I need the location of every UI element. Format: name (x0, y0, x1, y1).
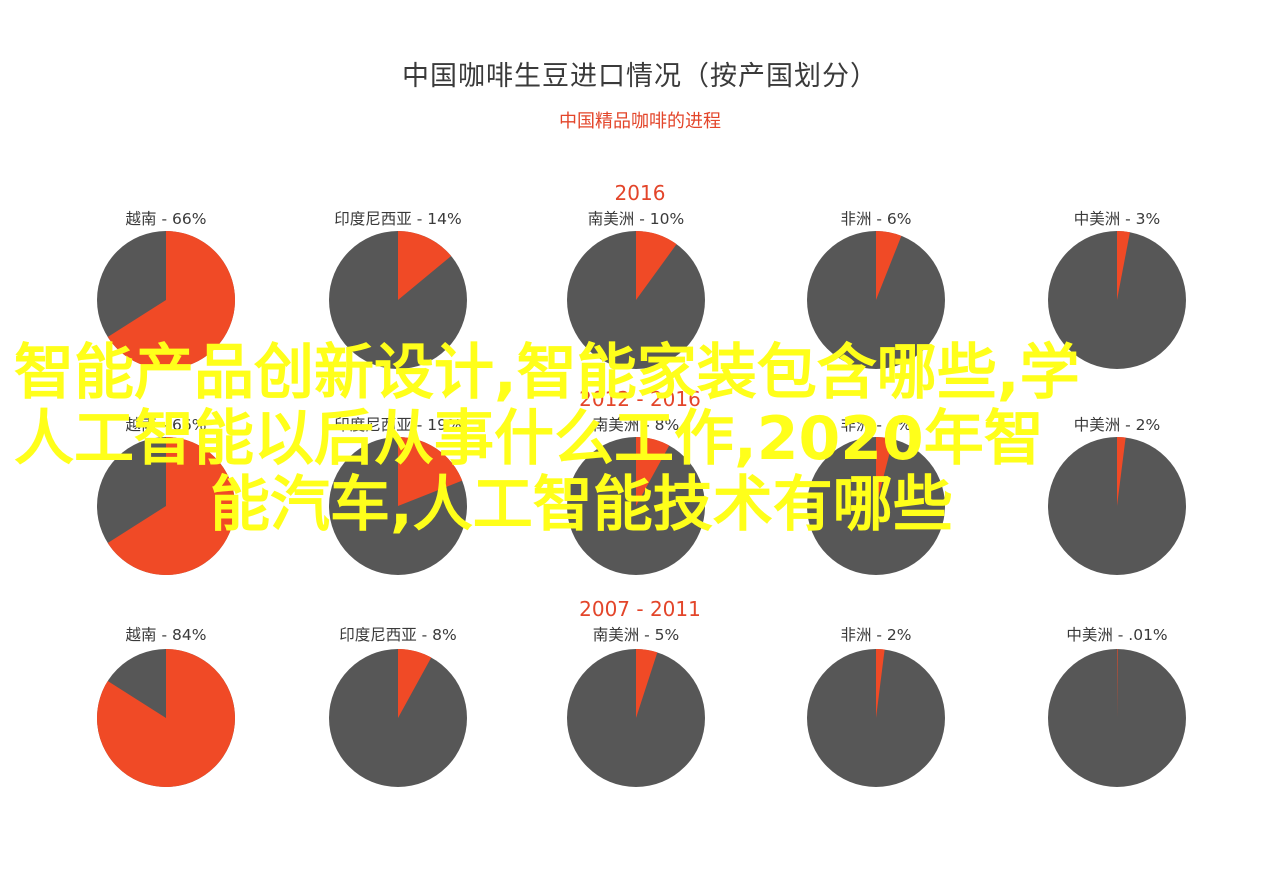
pie-slice (636, 649, 658, 718)
pie-slice (96, 649, 236, 788)
pie-label: 印度尼西亚 - 8% (339, 626, 457, 644)
period-label: 2012 - 2016 (579, 387, 701, 411)
pie-label: 越南 - 66% (126, 416, 207, 434)
pie-slice (398, 437, 463, 506)
pie-slice (876, 437, 894, 506)
pie-slice (1117, 437, 1126, 506)
period-label: 2007 - 2011 (579, 597, 701, 621)
chart-subtitle: 中国精品咖啡的进程 (559, 111, 721, 132)
pie-slice (398, 231, 452, 300)
pie-label: 南美洲 - 5% (593, 626, 680, 644)
pie-slice (107, 231, 235, 370)
pie-label: 印度尼西亚 - 19% (334, 416, 461, 434)
period-label: 2016 (615, 181, 666, 205)
pie-slice (876, 649, 885, 718)
pie-label: 中美洲 - .01% (1066, 626, 1167, 644)
pie-label: 非洲 - 4% (840, 416, 911, 434)
pie-label: 中美洲 - 3% (1074, 210, 1161, 228)
pie-label: 中美洲 - 2% (1074, 416, 1161, 434)
pie-label: 印度尼西亚 - 14% (334, 210, 461, 228)
pie-slice (876, 231, 902, 300)
pie-slice (1117, 231, 1130, 300)
pie-slice (636, 437, 670, 506)
chart-title: 中国咖啡生豆进口情况（按产国划分） (402, 61, 878, 92)
pie-slice (107, 437, 236, 575)
pie-slice (1117, 649, 1118, 718)
pie-label: 南美洲 - 10% (588, 210, 684, 228)
pie-slice (398, 649, 432, 718)
pie-label: 越南 - 66% (126, 210, 207, 228)
pie-label: 非洲 - 6% (840, 210, 911, 228)
pie-slice (636, 231, 677, 300)
pie-label: 非洲 - 2% (840, 626, 911, 644)
pie-label: 越南 - 84% (126, 626, 207, 644)
pie-label: 南美洲 - 8% (593, 416, 680, 434)
